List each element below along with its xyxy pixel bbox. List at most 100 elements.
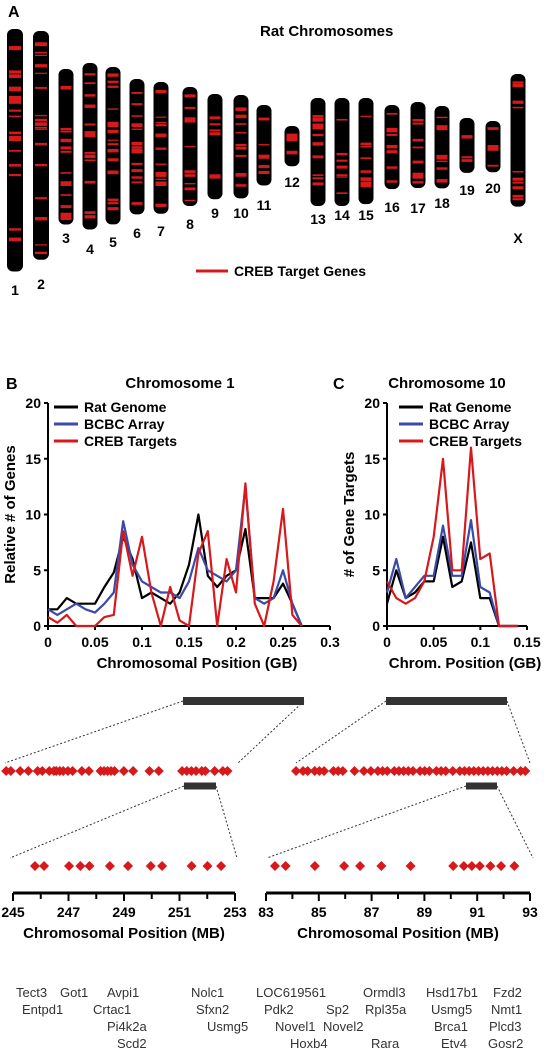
x-tick-label: 0.25 [269,634,296,650]
creb-band [184,187,196,191]
creb-band [84,94,96,97]
creb-band [336,159,348,162]
creb-band [107,207,119,211]
creb-band [312,115,324,118]
creb-band [512,177,524,181]
creb-band [60,217,72,220]
gene-diamond [104,861,115,871]
creb-band [512,81,524,84]
x-axis-label: Chromosomal Position (GB) [97,655,298,672]
panel-b-letter: B [6,376,18,393]
chromosome-body [310,98,326,206]
creb-band [184,182,196,185]
creb-band [461,135,473,139]
chromosome-body [233,95,249,199]
legend-label: BCBC Array [429,416,510,432]
creb-band [107,108,119,110]
creb-band [9,115,21,118]
chromosome-label: X [513,230,523,246]
creb-band [35,72,47,74]
creb-band [360,115,372,117]
chromosome-body [334,98,350,206]
creb-band [35,42,47,44]
chromosome-label: 14 [334,207,350,223]
creb-band [9,46,21,51]
gene-diamond [84,861,95,871]
creb-band [60,150,72,153]
chromosome-label: 8 [186,216,194,232]
creb-band [131,141,143,146]
creb-band [9,173,21,177]
series-line-creb-targets [47,482,303,628]
creb-band [35,244,47,246]
creb-band [155,90,167,94]
creb-band [209,174,221,177]
gene-name: Hsd17b1 [426,985,478,1000]
gene-name: Nolc1 [191,985,224,1000]
creb-band [35,114,47,117]
creb-band [386,145,398,149]
creb-band [436,160,448,163]
chart-c-title: Chromosome 10 [388,375,506,392]
creb-band [35,64,47,68]
y-tick-label: 10 [364,507,380,523]
creb-band [235,143,247,147]
gene-diamond [382,766,393,776]
creb-band [84,123,96,126]
subregion-bar [184,782,216,790]
chromosome-body [284,126,300,167]
creb-band [258,170,270,174]
creb-band [412,119,424,122]
creb-band [9,109,21,112]
x-tick-label: 0 [383,634,391,650]
legend-label: Rat Genome [84,399,167,415]
creb-band [286,133,298,137]
creb-band [107,202,119,205]
y-tick-label: 20 [364,395,380,411]
creb-band [35,124,47,126]
creb-band [512,100,524,104]
creb-band [386,129,398,133]
region-bar [183,697,304,705]
creb-band [84,154,96,159]
y-tick-label: 20 [25,395,41,411]
creb-band [412,174,424,179]
chromosome-label: 9 [211,205,219,221]
gene-diamond [408,766,418,776]
gene-diamond [186,861,197,871]
creb-band [235,146,247,150]
creb-band [35,126,47,129]
creb-band [9,238,21,242]
creb-band [131,92,143,94]
creb-band [336,152,348,156]
creb-band [412,172,424,175]
creb-band [412,160,424,164]
gene-diamond [509,861,520,871]
creb-band [461,156,473,159]
y-tick-label: 5 [33,562,41,578]
creb-band [9,88,21,92]
creb-band [386,180,398,183]
gene-diamond [508,766,519,776]
creb-band [487,146,499,151]
creb-band [436,125,448,129]
gene-diamond [355,861,366,871]
creb-band [386,150,398,154]
creb-band [9,136,21,139]
creb-band [235,123,247,125]
chart-c: 0 5 10 15 20 0 0.05 0.1 0.15 Chrom. Position (GB)… [341,395,541,672]
chromosome-label: 1 [11,282,19,298]
chromosome-label: 7 [157,223,165,239]
creb-band [412,181,424,184]
creb-band [235,184,247,187]
creb-band [412,138,424,142]
x-tick-label: 0.15 [175,634,202,650]
creb-band [312,117,324,122]
creb-band [155,133,167,138]
creb-band [184,94,196,97]
creb-band [84,211,96,215]
creb-band [512,194,524,198]
creb-band [258,144,270,146]
